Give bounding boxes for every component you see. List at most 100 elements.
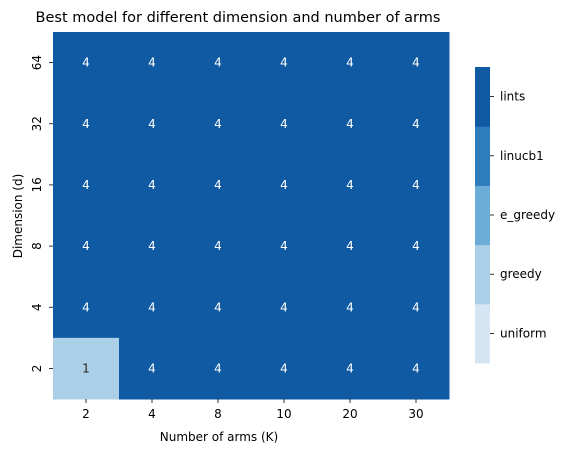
- heatmap-cell: [185, 154, 252, 216]
- cell-value-label: 4: [412, 361, 420, 375]
- heatmap-cell: [317, 215, 384, 278]
- cell-value-label: 4: [148, 178, 156, 192]
- cell-value-label: 4: [280, 117, 288, 131]
- cell-value-label: 4: [412, 56, 420, 70]
- cell-value-label: 4: [346, 300, 354, 314]
- colorbar-label: greedy: [500, 267, 542, 281]
- heatmap-cell: [317, 32, 384, 94]
- heatmap-cell: [317, 276, 384, 339]
- cell-value-label: 4: [412, 117, 420, 131]
- heatmap-cell: [53, 154, 120, 216]
- y-axis-label: Dimension (d): [11, 174, 25, 259]
- heatmap-cells: [53, 32, 450, 400]
- cell-value-label: 4: [280, 361, 288, 375]
- heatmap-cell: [251, 276, 318, 339]
- x-tick-label: 2: [82, 407, 90, 421]
- y-tick-label: 32: [30, 116, 44, 131]
- colorbar-segment: [475, 185, 490, 246]
- heatmap-cell: [383, 276, 450, 339]
- cell-value-label: 4: [214, 178, 222, 192]
- heatmap-cell: [317, 154, 384, 216]
- cell-value-label: 4: [214, 361, 222, 375]
- colorbar-label: uniform: [500, 326, 547, 340]
- cell-value-label: 4: [214, 239, 222, 253]
- colorbar-segment: [475, 126, 490, 186]
- cell-value-label: 4: [148, 300, 156, 314]
- chart-title: Best model for different dimension and n…: [36, 10, 441, 26]
- heatmap-cell: [185, 276, 252, 339]
- heatmap-cell-labels: 4 4 4 4 4 4 4 4 4 4 4 4 4 4 4 4 4 4 4 4 4 4 4 4 4 4 4 4 4 4 1 4 4 4 4 4: [82, 56, 420, 376]
- heatmap-cell: [185, 93, 252, 155]
- cell-value-label: 1: [82, 361, 90, 375]
- heatmap-cell: [185, 337, 252, 400]
- cell-value-label: 4: [214, 117, 222, 131]
- heatmap-cell: [383, 215, 450, 278]
- x-tick-label: 10: [276, 407, 291, 421]
- heatmap-cell: [317, 337, 384, 400]
- cell-value-label: 4: [280, 239, 288, 253]
- cell-value-label: 4: [280, 300, 288, 314]
- heatmap-cell: [119, 215, 186, 278]
- cell-value-label: 4: [148, 117, 156, 131]
- heatmap-cell: [53, 93, 120, 155]
- cell-value-label: 4: [214, 56, 222, 70]
- heatmap-cell: [119, 276, 186, 339]
- cell-value-label: 4: [346, 361, 354, 375]
- heatmap-cell: [251, 93, 318, 155]
- cell-value-label: 4: [148, 361, 156, 375]
- cell-value-label: 4: [280, 56, 288, 70]
- heatmap-cell: [119, 337, 186, 400]
- heatmap-cell: [251, 215, 318, 278]
- cell-value-label: 4: [82, 178, 90, 192]
- heatmap-cell: [383, 337, 450, 400]
- cell-value-label: 4: [82, 300, 90, 314]
- heatmap-cell: [251, 337, 318, 400]
- cell-value-label: 4: [148, 56, 156, 70]
- x-tick-label: 8: [214, 407, 222, 421]
- heatmap-cell: [53, 215, 120, 278]
- colorbar-label: lints: [500, 90, 525, 104]
- cell-value-label: 4: [214, 300, 222, 314]
- cell-value-label: 4: [346, 239, 354, 253]
- cell-value-label: 4: [412, 239, 420, 253]
- colorbar: uniform greedy e_greedy linucb1 lints: [475, 67, 555, 364]
- heatmap-cell: [251, 32, 318, 94]
- heatmap-cell: [185, 215, 252, 278]
- heatmap-cell: [185, 32, 252, 94]
- heatmap-cell: [53, 337, 120, 400]
- colorbar-segment: [475, 303, 490, 364]
- heatmap-cell: [119, 93, 186, 155]
- colorbar-label: e_greedy: [500, 208, 555, 222]
- heatmap-cell: [119, 154, 186, 216]
- y-tick-label: 64: [30, 55, 44, 70]
- x-tick-label: 4: [148, 407, 156, 421]
- heatmap-cell: [251, 154, 318, 216]
- y-tick-label: 8: [30, 242, 44, 250]
- colorbar-segment: [475, 244, 490, 305]
- cell-value-label: 4: [82, 117, 90, 131]
- heatmap-cell: [119, 32, 186, 94]
- colorbar-segment: [475, 67, 490, 127]
- cell-value-label: 4: [346, 117, 354, 131]
- x-axis-ticks: 2 4 8 10 20 30: [82, 399, 424, 421]
- heatmap-cell: [383, 93, 450, 155]
- x-tick-label: 30: [408, 407, 423, 421]
- x-axis-label: Number of arms (K): [160, 430, 278, 444]
- y-tick-label: 2: [30, 365, 44, 373]
- cell-value-label: 4: [82, 239, 90, 253]
- heatmap-cell: [383, 154, 450, 216]
- x-tick-label: 20: [342, 407, 357, 421]
- y-axis-ticks: 64 32 16 8 4 2: [30, 55, 53, 372]
- colorbar-label: linucb1: [500, 149, 544, 163]
- cell-value-label: 4: [346, 178, 354, 192]
- heatmap-cell: [53, 276, 120, 339]
- cell-value-label: 4: [412, 178, 420, 192]
- heatmap-cell: [383, 32, 450, 94]
- cell-value-label: 4: [82, 56, 90, 70]
- heatmap-cell: [53, 32, 120, 94]
- y-tick-label: 16: [30, 177, 44, 192]
- cell-value-label: 4: [346, 56, 354, 70]
- heatmap-cell: [317, 93, 384, 155]
- cell-value-label: 4: [412, 300, 420, 314]
